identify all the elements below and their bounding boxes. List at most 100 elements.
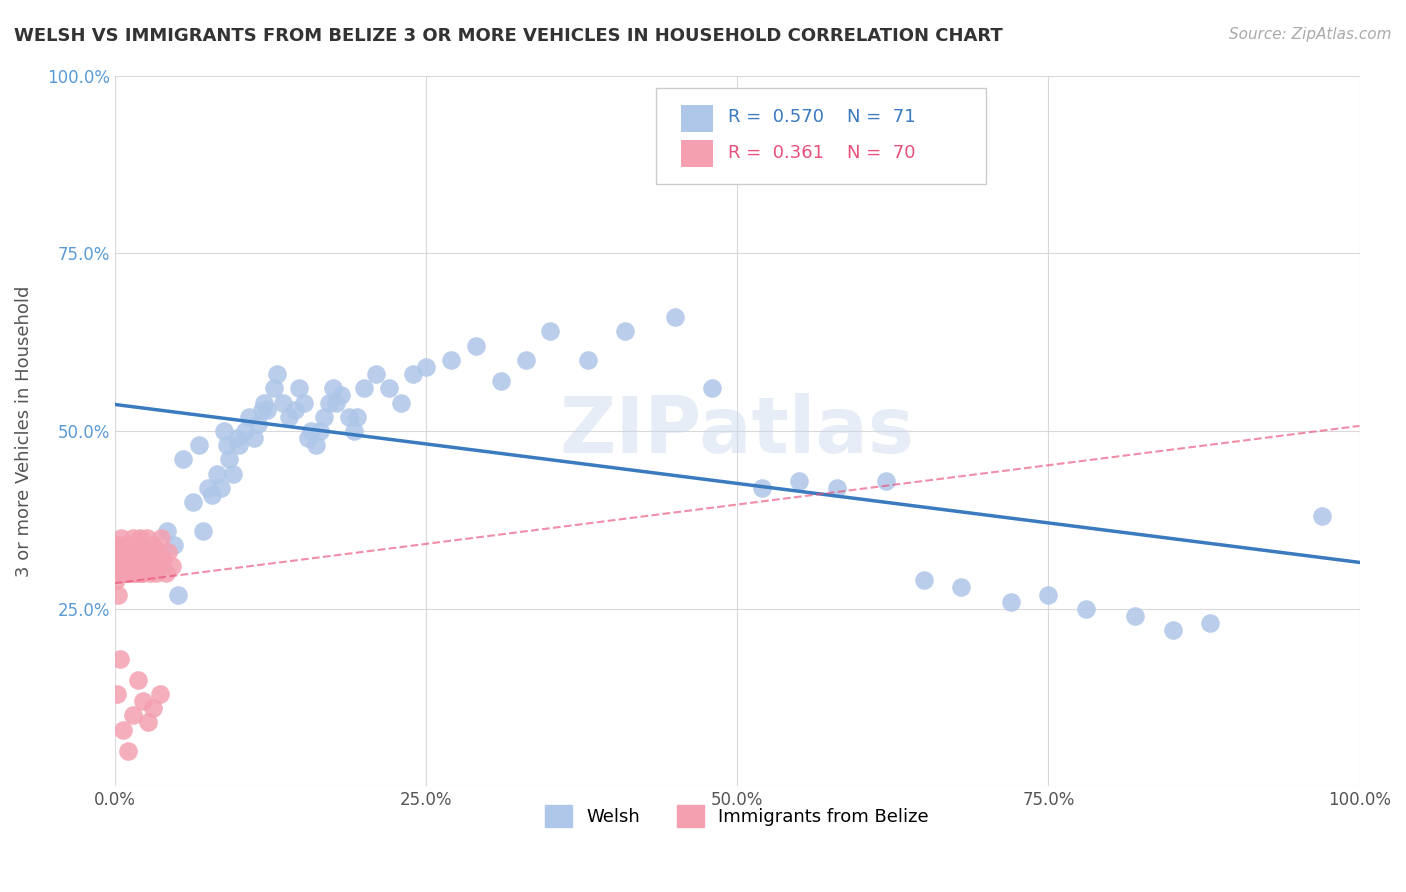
Point: [253, 395, 276, 409]
FancyBboxPatch shape: [681, 104, 713, 132]
Point: [128, 531, 150, 545]
Point: [1074, 601, 1097, 615]
Point: [143, 552, 166, 566]
Point: [127, 538, 149, 552]
Point: [263, 381, 285, 395]
Point: [121, 566, 143, 581]
Point: [156, 524, 179, 538]
Point: [464, 339, 486, 353]
Point: [115, 566, 138, 581]
Point: [125, 559, 148, 574]
Point: [110, 559, 132, 574]
Point: [155, 566, 177, 581]
Point: [614, 325, 637, 339]
Point: [330, 388, 353, 402]
Point: [111, 552, 134, 566]
Point: [1038, 588, 1060, 602]
Point: [489, 374, 512, 388]
Point: [131, 552, 153, 566]
Point: [246, 417, 269, 431]
Point: [142, 701, 165, 715]
Point: [114, 552, 136, 566]
Point: [266, 367, 288, 381]
Point: [117, 744, 139, 758]
Point: [353, 381, 375, 395]
Point: [115, 552, 138, 566]
Point: [205, 467, 228, 481]
Point: [346, 409, 368, 424]
FancyBboxPatch shape: [657, 87, 986, 184]
Point: [1161, 623, 1184, 637]
Point: [1199, 615, 1222, 630]
Point: [389, 395, 412, 409]
Point: [278, 409, 301, 424]
Point: [576, 352, 599, 367]
Point: [218, 452, 240, 467]
Point: [108, 651, 131, 665]
Point: [136, 531, 159, 545]
Point: [197, 481, 219, 495]
Point: [124, 566, 146, 581]
Point: [912, 574, 935, 588]
Point: [127, 552, 149, 566]
Point: [132, 566, 155, 581]
Point: [138, 715, 160, 730]
Point: [112, 559, 135, 574]
Point: [152, 552, 174, 566]
Y-axis label: 3 or more Vehicles in Household: 3 or more Vehicles in Household: [15, 285, 32, 577]
Point: [115, 545, 138, 559]
Point: [131, 538, 153, 552]
Point: [129, 552, 152, 566]
Point: [322, 381, 344, 395]
Point: [440, 352, 463, 367]
Point: [127, 566, 149, 581]
Point: [114, 538, 136, 552]
Point: [148, 559, 170, 574]
Point: [318, 395, 340, 409]
Point: [325, 395, 347, 409]
Point: [124, 552, 146, 566]
Point: [134, 545, 156, 559]
Point: [129, 566, 152, 581]
Point: [148, 687, 170, 701]
Point: [167, 588, 190, 602]
Point: [117, 566, 139, 581]
Point: [135, 559, 157, 574]
Point: [225, 431, 247, 445]
Point: [312, 409, 335, 424]
Point: [115, 566, 138, 581]
Point: [751, 481, 773, 495]
Point: [215, 438, 238, 452]
Point: [876, 474, 898, 488]
Point: [138, 566, 160, 581]
Point: [950, 581, 973, 595]
Point: [292, 395, 315, 409]
Point: [209, 481, 232, 495]
Point: [256, 402, 278, 417]
Point: [146, 545, 169, 559]
Point: [238, 409, 260, 424]
Point: [149, 531, 172, 545]
Legend: Welsh, Immigrants from Belize: Welsh, Immigrants from Belize: [538, 797, 936, 834]
Text: WELSH VS IMMIGRANTS FROM BELIZE 3 OR MORE VEHICLES IN HOUSEHOLD CORRELATION CHAR: WELSH VS IMMIGRANTS FROM BELIZE 3 OR MOR…: [14, 27, 1002, 45]
Point: [172, 452, 194, 467]
Point: [366, 367, 388, 381]
Point: [122, 559, 145, 574]
Point: [789, 474, 811, 488]
Point: [139, 545, 162, 559]
Point: [120, 552, 142, 566]
Point: [132, 694, 155, 708]
Point: [222, 467, 245, 481]
Point: [214, 424, 236, 438]
Point: [120, 538, 142, 552]
Point: [110, 531, 132, 545]
Point: [181, 495, 204, 509]
Point: [141, 559, 163, 574]
Point: [402, 367, 425, 381]
Point: [127, 545, 149, 559]
Point: [1000, 594, 1022, 608]
Point: [825, 481, 848, 495]
Text: Source: ZipAtlas.com: Source: ZipAtlas.com: [1229, 27, 1392, 42]
Point: [122, 708, 145, 723]
Point: [157, 545, 180, 559]
